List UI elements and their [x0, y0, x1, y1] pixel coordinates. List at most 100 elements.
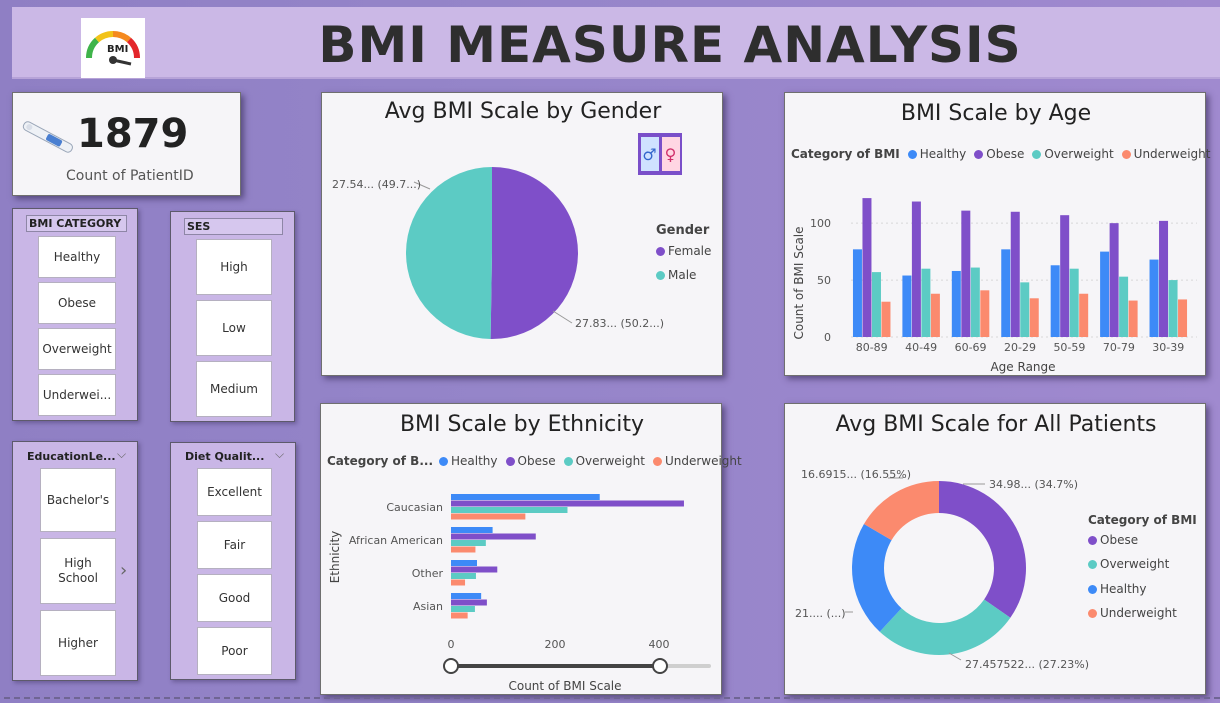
legend-dot — [1088, 535, 1097, 545]
slicer-education-title: EducationLe... — [27, 450, 116, 463]
donut-slice-healthy — [852, 523, 902, 632]
legend-dot — [1032, 149, 1042, 159]
bar-obese-20-29 — [1010, 211, 1020, 337]
bar-healthy-african-american — [451, 527, 493, 533]
bar-obese-caucasian — [451, 500, 684, 507]
legend-label: Underweight — [1100, 606, 1177, 620]
x-tick-label: 0 — [448, 638, 455, 651]
age-chart-card: BMI Scale by Age Category of BMI Healthy… — [784, 92, 1210, 376]
slicer-item-medium[interactable]: Medium — [196, 361, 272, 417]
legend-item-obese[interactable]: Obese — [1088, 533, 1138, 547]
legend-item-male[interactable]: Male — [656, 268, 696, 282]
slicer-item-obese[interactable]: Obese — [38, 282, 116, 324]
slicer-item-bachelors[interactable]: Bachelor's — [40, 468, 116, 532]
legend-dot — [563, 456, 573, 466]
x-tick-label: 20-29 — [1004, 341, 1036, 354]
bar-overweight-60-69 — [970, 267, 980, 337]
bar-healthy-70-79 — [1100, 251, 1110, 337]
kpi-card: 1879 Count of PatientID — [12, 92, 241, 196]
donut-slice-underweight — [863, 481, 939, 541]
ethnicity-x-axis-label: Count of BMI Scale — [508, 679, 621, 693]
slicer-item-low[interactable]: Low — [196, 300, 272, 356]
x-tick-label: 30-39 — [1152, 341, 1184, 354]
legend-item-healthy[interactable]: Healthy — [439, 454, 498, 468]
bar-underweight-caucasian — [451, 513, 526, 520]
x-tick-label: 80-89 — [856, 341, 888, 354]
legend-dot — [505, 456, 515, 466]
chevron-down-icon[interactable]: ⌵ — [275, 447, 285, 461]
legend-item-overweight[interactable]: Overweight — [1032, 147, 1114, 161]
legend-label: Underweight — [1133, 147, 1211, 161]
legend-item-obese[interactable]: Obese — [974, 147, 1024, 161]
bar-overweight-african-american — [451, 540, 486, 546]
pie-slice-male — [406, 167, 492, 339]
legend-item-underweight[interactable]: Underweight — [1121, 147, 1211, 161]
y-tick-label: Caucasian — [386, 501, 443, 514]
bar-healthy-other — [451, 560, 477, 566]
bar-obese-70-79 — [1109, 223, 1119, 337]
gender-pie-chart: 27.54... (49.7...) 27.83... (50.2...) — [332, 167, 664, 339]
slicer-ses: SES High Low Medium — [170, 211, 295, 422]
slicer-item-overweight[interactable]: Overweight — [38, 328, 116, 370]
legend-label: Healthy — [1100, 582, 1147, 596]
chevron-right-icon[interactable]: › — [120, 560, 128, 581]
slicer-item-good[interactable]: Good — [197, 574, 272, 622]
kpi-value: 1879 — [77, 111, 189, 157]
legend-dot — [1088, 559, 1097, 569]
legend-item-overweight[interactable]: Overweight — [563, 454, 645, 468]
legend-item-underweight[interactable]: Underweight — [1088, 606, 1177, 620]
slicer-item-high[interactable]: High — [196, 239, 272, 295]
legend-dot — [439, 456, 448, 466]
legend-item-overweight[interactable]: Overweight — [1088, 557, 1169, 571]
legend-label: Overweight — [1044, 147, 1114, 161]
donut-label-overweight: 27.457522... (27.23%) — [965, 658, 1089, 671]
y-tick-label: Asian — [413, 600, 443, 613]
legend-dot — [656, 246, 665, 256]
bar-underweight-40-49 — [930, 293, 940, 337]
legend-item-obese[interactable]: Obese — [505, 454, 556, 468]
header-bar — [12, 7, 1220, 79]
donut-legend-title: Category of BMI — [1088, 513, 1197, 527]
bar-healthy-50-59 — [1050, 265, 1060, 337]
bar-obese-40-49 — [911, 201, 921, 337]
gender-chart-title: Avg BMI Scale by Gender — [384, 99, 662, 124]
bar-obese-60-69 — [961, 210, 971, 337]
legend-label: Obese — [517, 454, 556, 468]
donut-slice-overweight — [879, 599, 1011, 655]
legend-label: Male — [668, 268, 697, 282]
legend-dot — [1088, 608, 1097, 618]
legend-item-healthy[interactable]: Healthy — [907, 147, 966, 161]
age-x-axis-label: Age Range — [990, 360, 1055, 374]
age-chart-title: BMI Scale by Age — [900, 101, 1092, 126]
slicer-item-poor[interactable]: Poor — [197, 627, 272, 675]
range-slider-handle-min[interactable] — [443, 658, 459, 674]
bar-underweight-other — [451, 579, 466, 586]
slicer-item-higher[interactable]: Higher — [40, 610, 116, 676]
bmi-gauge-icon: BMI — [85, 30, 141, 66]
chevron-down-icon[interactable]: ⌵ — [117, 447, 127, 461]
slicer-diet-quality: Diet Qualit... ⌵ Excellent Fair Good Poo… — [170, 442, 296, 680]
slicer-item-fair[interactable]: Fair — [197, 521, 272, 569]
all-patients-chart-title: Avg BMI Scale for All Patients — [835, 412, 1157, 437]
range-slider-handle-max[interactable] — [652, 658, 668, 674]
legend-item-underweight[interactable]: Underweight — [652, 454, 742, 468]
donut-label-healthy: 21.... (...) — [795, 607, 846, 620]
legend-dot — [974, 149, 984, 159]
slicer-item-healthy[interactable]: Healthy — [38, 236, 116, 278]
legend-label: Healthy — [451, 454, 498, 468]
y-tick-label: Other — [412, 567, 444, 580]
legend-label: Underweight — [664, 454, 742, 468]
bar-overweight-20-29 — [1020, 282, 1030, 337]
legend-item-healthy[interactable]: Healthy — [1088, 582, 1147, 596]
slicer-item-underweight[interactable]: Underwei... — [38, 374, 116, 416]
slicer-item-excellent[interactable]: Excellent — [197, 468, 272, 516]
all-patients-donut-chart: 34.98... (34.7%) 16.6915... (16.55%) 21.… — [795, 468, 1089, 671]
donut-slice-obese — [939, 481, 1026, 618]
slicer-item-high-school[interactable]: High School — [40, 538, 116, 604]
x-tick-label: 40-49 — [905, 341, 937, 354]
slicer-bmi-category: BMI CATEGORY Healthy Obese Overweight Un… — [12, 208, 138, 421]
gender-chart-card: Avg BMI Scale by Gender ♂ ♀ 27.54... (49… — [321, 92, 723, 376]
logo-text: BMI — [107, 44, 128, 55]
legend-item-female[interactable]: Female — [656, 244, 711, 258]
ethnicity-y-axis-label: Ethnicity — [328, 531, 342, 584]
